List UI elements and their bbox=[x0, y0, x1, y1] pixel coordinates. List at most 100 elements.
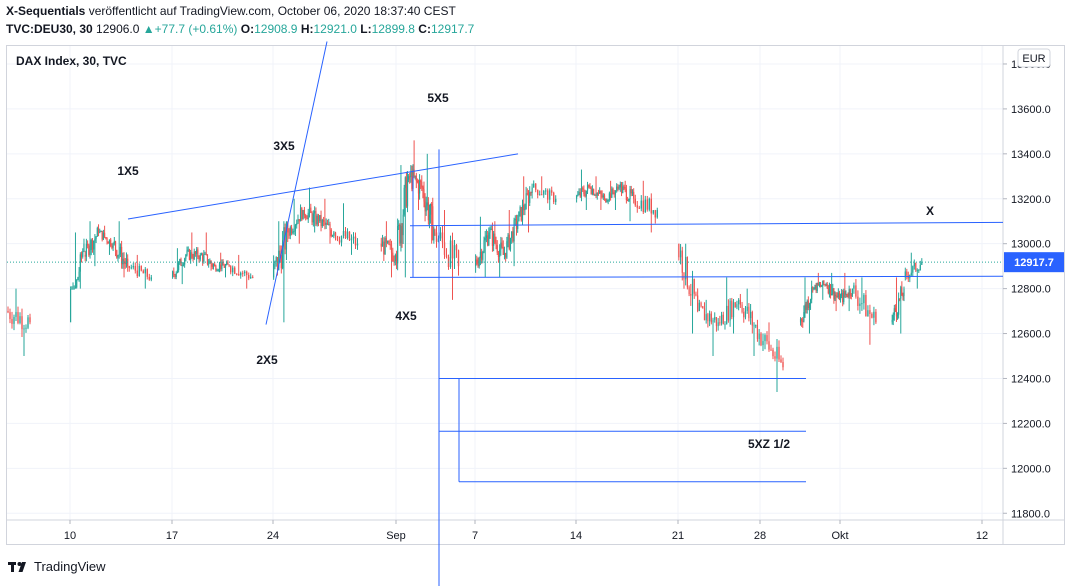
candle-body bbox=[136, 270, 138, 277]
candle-body bbox=[350, 238, 353, 241]
candle-body bbox=[228, 264, 230, 267]
candle-body bbox=[843, 291, 845, 303]
candle-body bbox=[138, 265, 140, 277]
annotation-label: X bbox=[926, 204, 934, 218]
candle-body bbox=[631, 191, 634, 194]
x-tick-label: 24 bbox=[267, 530, 279, 542]
candle-body bbox=[848, 289, 850, 297]
currency-label: EUR bbox=[1022, 53, 1045, 65]
candle-body bbox=[483, 240, 485, 252]
candle-body bbox=[209, 260, 211, 264]
candle-body bbox=[836, 295, 838, 298]
candle-body bbox=[184, 258, 186, 265]
candle-body bbox=[244, 271, 246, 274]
candle-body bbox=[220, 264, 222, 270]
candle-body bbox=[302, 209, 304, 220]
candle-body bbox=[395, 254, 398, 264]
low-label: L: bbox=[360, 22, 372, 36]
candle-body bbox=[853, 285, 855, 289]
candle-body bbox=[776, 346, 778, 359]
candle-body bbox=[389, 244, 391, 246]
candle-body bbox=[811, 287, 813, 300]
candle-body bbox=[744, 311, 747, 318]
candle-body bbox=[722, 314, 724, 325]
x-tick-label: Okt bbox=[831, 530, 848, 542]
candle-body bbox=[226, 262, 228, 266]
candle-body bbox=[399, 224, 401, 244]
candle-body bbox=[490, 228, 492, 230]
candle-body bbox=[736, 304, 738, 308]
candle-body bbox=[123, 258, 125, 262]
candle-body bbox=[117, 255, 119, 258]
candle-body bbox=[287, 221, 289, 233]
candle-body bbox=[387, 241, 389, 243]
candle-body bbox=[738, 299, 740, 305]
footer-brand[interactable]: TradingView bbox=[34, 559, 106, 574]
candle-body bbox=[314, 211, 316, 214]
candle-body bbox=[148, 276, 150, 280]
candle-body bbox=[70, 288, 72, 323]
candle-body bbox=[494, 233, 496, 243]
candle-body bbox=[731, 300, 733, 318]
candle-body bbox=[80, 254, 83, 257]
candle-body bbox=[397, 226, 399, 264]
candle-body bbox=[819, 284, 822, 287]
candle-body bbox=[409, 176, 411, 178]
annotation-label: 3X5 bbox=[273, 139, 295, 153]
candle-body bbox=[182, 264, 185, 266]
candle-body bbox=[108, 239, 111, 244]
candle-body bbox=[826, 284, 828, 288]
candle-body bbox=[476, 259, 478, 264]
candle-body bbox=[305, 215, 307, 218]
candle-body bbox=[232, 267, 234, 273]
candle-body bbox=[280, 255, 282, 269]
candle-body bbox=[605, 198, 607, 203]
candle-body bbox=[429, 203, 432, 215]
author-name[interactable]: X-Sequentials bbox=[6, 4, 86, 18]
candle-body bbox=[400, 226, 402, 244]
candle-body bbox=[521, 204, 524, 221]
candle-body bbox=[477, 263, 479, 267]
candle-body bbox=[301, 207, 303, 220]
candle-body bbox=[394, 254, 396, 262]
candle-body bbox=[727, 305, 729, 321]
candle-body bbox=[418, 180, 421, 194]
candle-body bbox=[82, 251, 84, 257]
candle-body bbox=[298, 219, 300, 222]
candle-body bbox=[774, 356, 776, 359]
candle-body bbox=[823, 280, 825, 285]
candle-body bbox=[414, 175, 416, 177]
candle-body bbox=[623, 186, 625, 188]
candle-body bbox=[627, 199, 629, 201]
candle-body bbox=[724, 324, 726, 326]
candle-body bbox=[919, 264, 921, 271]
candle-body bbox=[751, 311, 753, 326]
annotation-label: 4X5 bbox=[395, 309, 417, 323]
candle-body bbox=[106, 238, 108, 242]
candle-body bbox=[634, 198, 636, 206]
candle-body bbox=[900, 287, 902, 299]
candle-body bbox=[238, 274, 240, 276]
candle-body bbox=[89, 250, 91, 255]
candle-body bbox=[555, 198, 557, 203]
candle-body bbox=[275, 257, 277, 262]
candle-body bbox=[871, 313, 873, 318]
candle-body bbox=[729, 300, 731, 321]
candle-body bbox=[227, 262, 229, 265]
candle-body bbox=[88, 245, 90, 255]
currency-button[interactable] bbox=[1017, 48, 1051, 68]
candle-body bbox=[739, 299, 741, 305]
annotation-label: 5X5 bbox=[427, 91, 449, 105]
candle-body bbox=[834, 294, 836, 300]
candle-body bbox=[174, 274, 176, 277]
candle-body bbox=[78, 271, 80, 278]
candle-body bbox=[619, 184, 621, 188]
candle-body bbox=[410, 171, 412, 177]
candle-body bbox=[614, 190, 617, 195]
candle-body bbox=[808, 303, 811, 308]
candle-body bbox=[283, 227, 285, 241]
candle-body bbox=[274, 261, 276, 264]
footer: TradingView bbox=[8, 559, 106, 574]
candle-body bbox=[224, 265, 227, 268]
